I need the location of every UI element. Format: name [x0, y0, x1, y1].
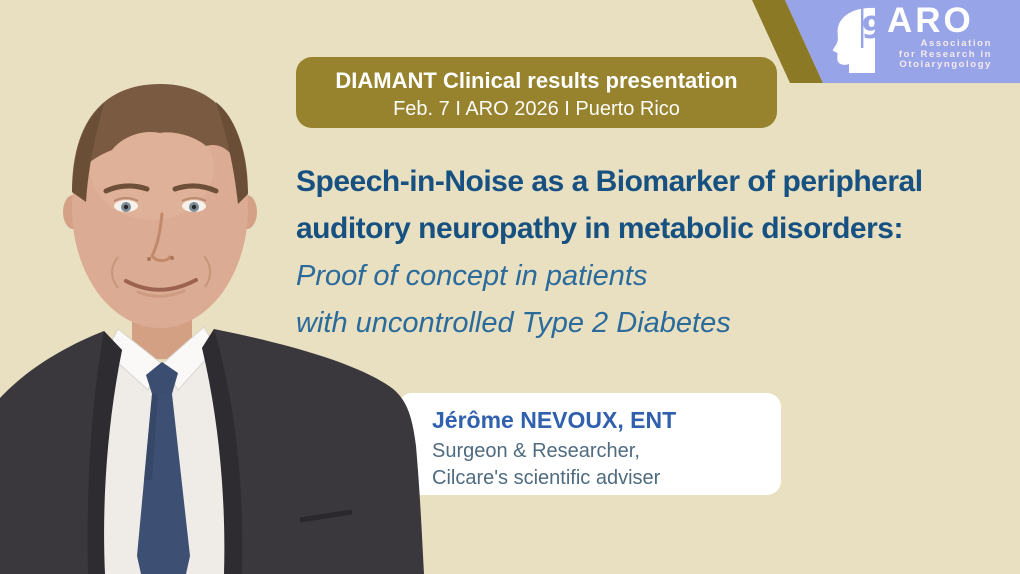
title-bold-line-2: auditory neuropathy in metabolic disorde… [296, 212, 903, 245]
speaker-card: Jérôme NEVOUX, ENT Surgeon & Researcher,… [398, 393, 781, 495]
title-italic-line-2: with uncontrolled Type 2 Diabetes [296, 307, 731, 339]
aro-tagline-line: for Research in [898, 48, 992, 60]
speaker-role-line: Cilcare's scientific adviser [432, 467, 661, 489]
title-italic-line-1: Proof of concept in patients [296, 260, 648, 292]
aro-logo-banner: 9 ARO Association for Research in Otolar… [740, 0, 1020, 83]
title-bold-line-1: Speech-in-Noise as a Biomarker of periph… [296, 165, 923, 198]
aro-cochlea-glyph: 9 [862, 11, 883, 46]
event-banner-date: Feb. 7 I ARO 2026 I Puerto Rico [393, 98, 680, 120]
aro-head-profile-icon: 9 [832, 7, 883, 73]
speaker-photo [0, 84, 424, 574]
speaker-name: Jérôme NEVOUX, ENT [432, 407, 677, 433]
aro-logo-background [785, 0, 1020, 83]
speaker-role-line: Surgeon & Researcher, [432, 440, 640, 462]
event-banner-title: DIAMANT Clinical results presentation [335, 68, 738, 93]
aro-tagline-line: Otolaryngology [899, 59, 992, 70]
main-title: Speech-in-Noise as a Biomarker of periph… [296, 158, 1016, 346]
aro-tagline-line: Association [920, 38, 992, 49]
aro-tagline: Association for Research in Otolaryngolo… [898, 38, 992, 71]
event-banner: DIAMANT Clinical results presentation Fe… [296, 57, 777, 128]
aro-head-split-line [861, 8, 864, 48]
aro-acronym: ARO [887, 1, 974, 40]
